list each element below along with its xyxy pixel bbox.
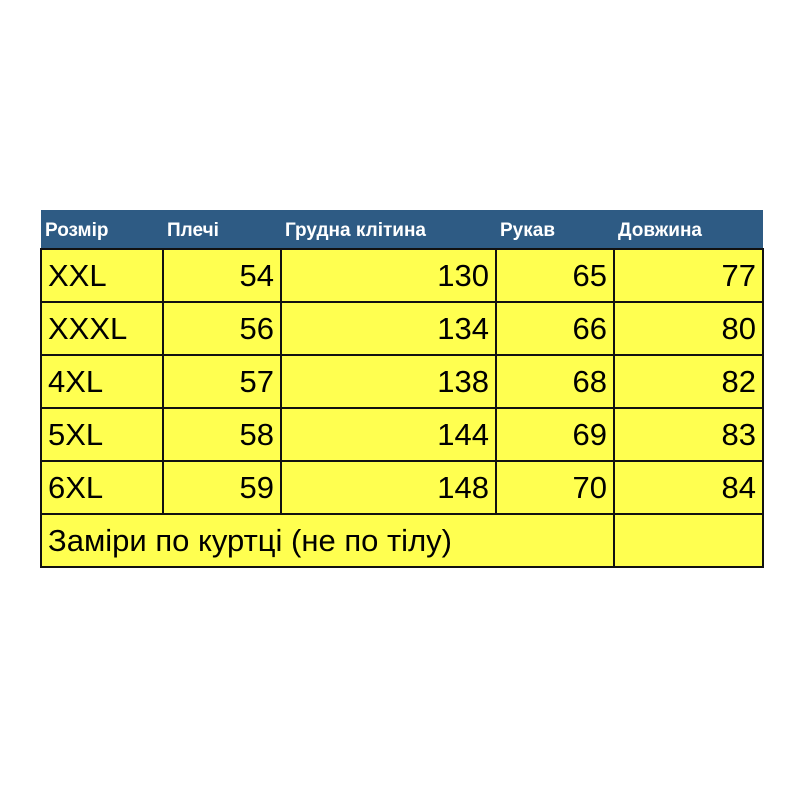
measurement-cell: 65 — [495, 248, 615, 303]
table-row: 6XL 59 148 70 84 — [40, 460, 764, 515]
note-row: Заміри по куртці (не по тілу) — [40, 513, 764, 568]
size-cell: 6XL — [40, 460, 164, 515]
measurement-cell: 134 — [280, 301, 497, 356]
measurement-cell: 80 — [613, 301, 764, 356]
size-table: Розмір Плечі Грудна клітина Рукав Довжина XX… — [40, 210, 764, 568]
measurement-cell: 144 — [280, 407, 497, 462]
measurement-cell: 68 — [495, 354, 615, 409]
table-row: XXXL 56 134 66 80 — [40, 301, 764, 356]
column-header: Грудна клітина — [281, 210, 496, 249]
measurement-cell: 54 — [162, 248, 282, 303]
column-header: Плечі — [163, 210, 281, 249]
size-cell: XXXL — [40, 301, 164, 356]
measurement-cell: 138 — [280, 354, 497, 409]
column-header: Розмір — [41, 210, 163, 249]
measurement-cell: 69 — [495, 407, 615, 462]
measurement-cell: 77 — [613, 248, 764, 303]
measurement-cell: 130 — [280, 248, 497, 303]
measurement-cell: 58 — [162, 407, 282, 462]
table-row: 5XL 58 144 69 83 — [40, 407, 764, 462]
measurement-cell: 70 — [495, 460, 615, 515]
size-cell: XXL — [40, 248, 164, 303]
size-cell: 4XL — [40, 354, 164, 409]
measurement-cell: 82 — [613, 354, 764, 409]
size-cell: 5XL — [40, 407, 164, 462]
measurement-cell: 84 — [613, 460, 764, 515]
measurement-cell: 56 — [162, 301, 282, 356]
measurement-cell: 148 — [280, 460, 497, 515]
header-row: Розмір Плечі Грудна клітина Рукав Довжина — [41, 210, 763, 249]
column-header: Рукав — [496, 210, 614, 249]
table-row: XXL 54 130 65 77 — [40, 248, 764, 303]
empty-cell — [613, 513, 764, 568]
table-row: 4XL 57 138 68 82 — [40, 354, 764, 409]
measurement-cell: 66 — [495, 301, 615, 356]
measurement-cell: 57 — [162, 354, 282, 409]
measurement-cell: 59 — [162, 460, 282, 515]
column-header: Довжина — [614, 210, 763, 249]
measurement-note: Заміри по куртці (не по тілу) — [40, 513, 615, 568]
measurement-cell: 83 — [613, 407, 764, 462]
